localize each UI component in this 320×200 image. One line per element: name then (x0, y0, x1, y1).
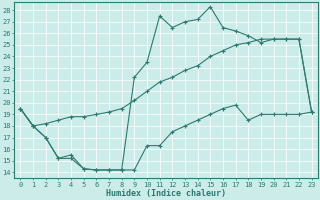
X-axis label: Humidex (Indice chaleur): Humidex (Indice chaleur) (106, 189, 226, 198)
